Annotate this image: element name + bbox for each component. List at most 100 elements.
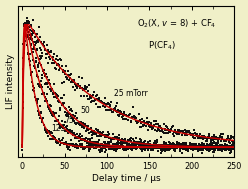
Point <box>171 146 175 149</box>
Point <box>27 22 31 25</box>
Point <box>121 144 125 147</box>
Point <box>102 133 106 136</box>
Point <box>93 94 97 97</box>
Point <box>142 145 146 148</box>
Point <box>52 83 56 86</box>
Point <box>62 142 66 145</box>
Point <box>208 146 212 149</box>
Point <box>170 145 174 148</box>
Point <box>224 139 228 142</box>
Point <box>142 146 146 149</box>
Point <box>192 145 196 148</box>
Point <box>221 147 225 150</box>
Point <box>171 124 175 127</box>
Point <box>178 150 182 153</box>
Point <box>181 147 185 150</box>
Point <box>94 132 98 135</box>
Point <box>185 148 189 151</box>
Point <box>143 122 147 125</box>
Point <box>203 146 207 149</box>
Point <box>202 135 206 138</box>
Point <box>48 132 52 135</box>
Point <box>169 146 173 149</box>
Point <box>186 130 189 133</box>
Point <box>214 138 218 141</box>
Point <box>47 130 51 133</box>
Point <box>179 143 183 146</box>
Point <box>47 55 51 58</box>
Point <box>79 137 83 140</box>
Point <box>223 144 227 147</box>
Point <box>28 28 32 31</box>
Point <box>89 142 93 145</box>
Point <box>195 146 199 149</box>
Point <box>231 146 235 149</box>
Point <box>61 141 65 144</box>
Point <box>60 139 63 142</box>
Point <box>195 145 199 148</box>
Point <box>168 142 172 145</box>
Point <box>154 143 157 146</box>
Point <box>122 147 126 150</box>
Point <box>44 97 48 100</box>
Point <box>139 141 143 144</box>
Point <box>84 145 88 148</box>
Point <box>81 138 85 141</box>
Point <box>166 131 170 134</box>
Point <box>131 146 135 149</box>
Point <box>97 134 101 137</box>
Point <box>98 106 102 109</box>
Point <box>57 101 61 104</box>
Point <box>158 144 162 147</box>
Point <box>201 142 205 145</box>
Point <box>174 132 178 135</box>
Point <box>184 142 188 145</box>
Point <box>43 95 47 98</box>
Point <box>149 145 153 148</box>
Point <box>212 133 216 136</box>
Point <box>67 78 71 81</box>
Point <box>125 144 129 147</box>
Point <box>171 133 175 136</box>
Point <box>34 61 38 64</box>
Point <box>169 146 173 149</box>
Point <box>145 146 149 149</box>
Point <box>29 35 33 38</box>
Point <box>82 146 86 149</box>
Point <box>38 84 42 87</box>
Point <box>107 142 111 145</box>
Point <box>207 150 211 153</box>
Point <box>36 98 40 101</box>
Point <box>124 141 128 144</box>
Point <box>78 144 82 147</box>
Point <box>224 140 228 143</box>
Point <box>187 130 191 133</box>
Point <box>21 100 25 103</box>
Point <box>184 143 188 146</box>
Point <box>198 146 202 149</box>
Point <box>119 138 123 141</box>
Point <box>186 145 189 148</box>
Point <box>115 143 119 146</box>
Point <box>81 89 85 92</box>
Point <box>72 119 76 122</box>
Point <box>50 114 54 117</box>
Point <box>69 139 73 142</box>
Point <box>220 136 224 139</box>
Point <box>109 144 113 147</box>
Point <box>231 136 235 139</box>
Point <box>218 148 222 151</box>
Point <box>37 61 41 64</box>
Point <box>75 136 79 139</box>
Point <box>193 145 197 148</box>
Point <box>132 143 136 146</box>
Point <box>223 144 227 147</box>
Point <box>213 150 217 153</box>
Point <box>134 147 138 150</box>
Point <box>186 145 190 148</box>
Point <box>169 146 173 149</box>
Point <box>213 146 217 149</box>
Point <box>33 36 37 39</box>
Point <box>102 102 106 105</box>
Point <box>73 121 77 124</box>
